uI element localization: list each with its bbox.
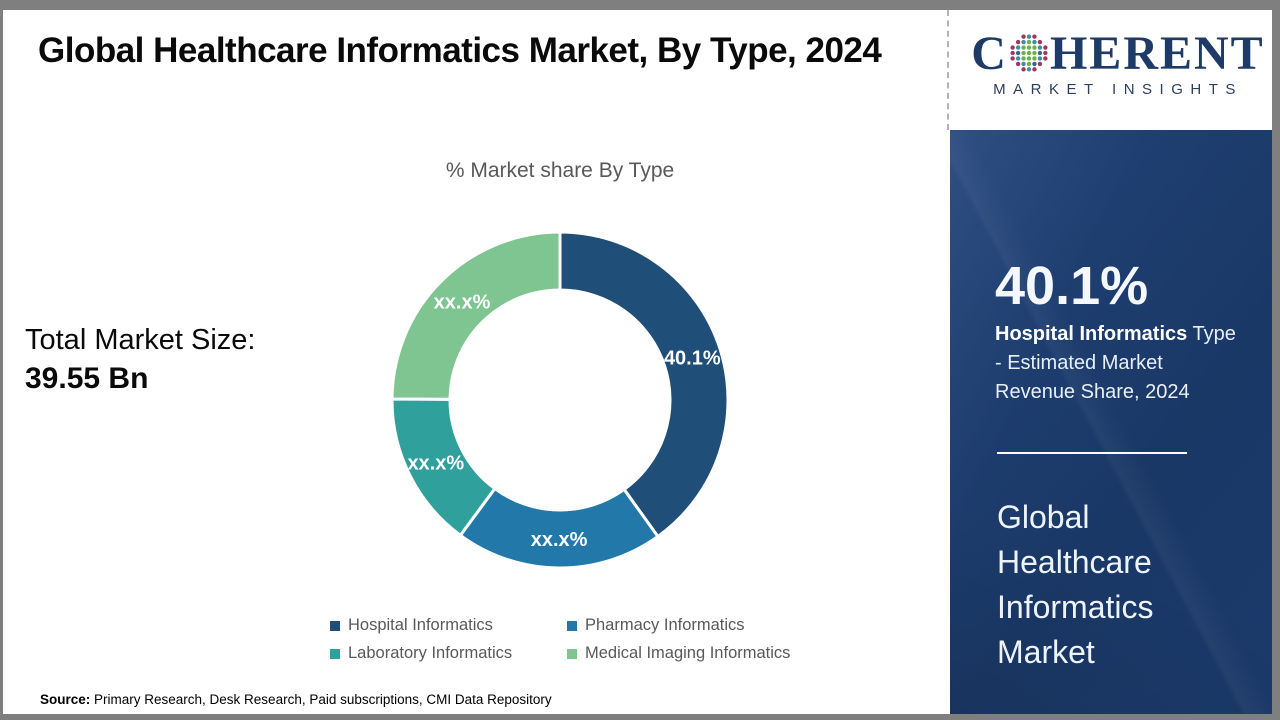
donut-slice-label-3: xx.x% xyxy=(434,291,491,313)
legend-item-pharmacy-informatics: Pharmacy Informatics xyxy=(567,616,790,635)
source-text: Primary Research, Desk Research, Paid su… xyxy=(90,692,552,707)
logo-subtitle: MARKET INSIGHTS xyxy=(993,81,1243,98)
highlight-segment-name: Hospital Informatics xyxy=(995,323,1188,345)
highlight-percentage: 40.1% xyxy=(995,256,1149,316)
source-note: Source: Primary Research, Desk Research,… xyxy=(40,692,552,707)
chart-subtitle: % Market share By Type xyxy=(445,159,675,182)
chart-legend: Hospital Informatics Pharmacy Informatic… xyxy=(330,616,790,663)
legend-label: Medical Imaging Informatics xyxy=(585,644,791,662)
highlight-description: Hospital Informatics Type - Estimated Ma… xyxy=(995,320,1240,407)
legend-item-medical-imaging-informatics: Medical Imaging Informatics xyxy=(567,644,790,663)
donut-slice-label-1: xx.x% xyxy=(531,529,588,551)
dotted-globe-icon xyxy=(1010,34,1048,72)
legend-label: Laboratory Informatics xyxy=(348,644,513,662)
donut-slice-label-0: 40.1% xyxy=(664,348,721,370)
legend-marker-icon xyxy=(567,648,577,659)
highlight-description-rest: Type - Estimated Market Revenue Share, 2… xyxy=(995,323,1236,403)
total-market-size-value: 39.55 Bn xyxy=(25,362,149,395)
donut-chart: 40.1% xx.x% xx.x% xx.x% xyxy=(390,230,730,570)
legend-label: Hospital Informatics xyxy=(348,616,493,634)
page-title: Global Healthcare Informatics Market, By… xyxy=(38,31,882,70)
total-market-size-label: Total Market Size: xyxy=(25,324,256,356)
legend-item-hospital-informatics: Hospital Informatics xyxy=(330,616,567,635)
coherent-market-insights-logo: C HERENT MARKET INSIGHTS xyxy=(968,30,1268,99)
legend-label: Pharmacy Informatics xyxy=(585,616,745,634)
highlight-side-panel: 40.1% Hospital Informatics Type - Estima… xyxy=(950,130,1272,714)
legend-item-laboratory-informatics: Laboratory Informatics xyxy=(330,644,567,663)
vertical-dashed-divider xyxy=(947,10,949,130)
legend-marker-icon xyxy=(567,620,577,631)
donut-slice-3 xyxy=(390,230,562,401)
legend-marker-icon xyxy=(330,648,340,659)
donut-slice-label-2: xx.x% xyxy=(407,452,464,474)
panel-market-name: Global Healthcare Informatics Market xyxy=(997,499,1154,670)
logo-letter-c: C xyxy=(971,27,1008,80)
total-market-size-block: Total Market Size: 39.55 Bn xyxy=(25,320,255,398)
source-label: Source: xyxy=(40,692,91,707)
logo-brand-text: C HERENT xyxy=(968,30,1268,78)
logo-letters-herent: HERENT xyxy=(1049,27,1265,80)
panel-divider-line xyxy=(997,452,1187,454)
donut-slice-0 xyxy=(558,230,730,539)
legend-marker-icon xyxy=(330,620,340,631)
